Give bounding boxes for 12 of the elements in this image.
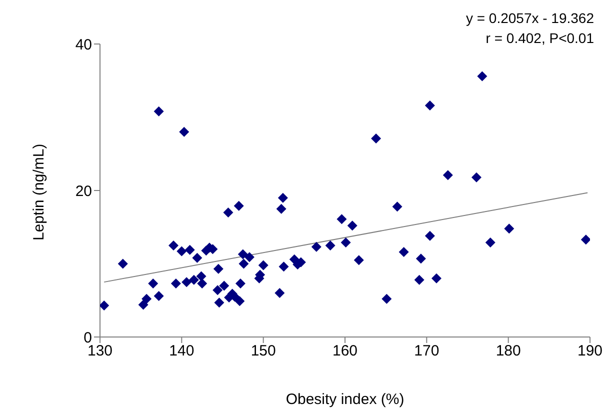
- x-tick-label: 140: [169, 342, 194, 360]
- y-tick-label: 20: [75, 182, 92, 200]
- y-axis-title: Leptin (ng/mL): [30, 144, 48, 240]
- x-tick-label: 160: [332, 342, 358, 360]
- x-tick-label: 180: [496, 342, 521, 360]
- y-tick-label: 40: [75, 36, 92, 54]
- x-tick-label: 170: [414, 342, 440, 360]
- annotation: r = 0.402, P<0.01: [484, 29, 594, 48]
- x-axis-title: Obesity index (%): [286, 391, 404, 408]
- x-tick-label: 190: [577, 342, 603, 360]
- x-tick-label: 150: [250, 342, 276, 360]
- text: y = 0.2057x - 19.362: [466, 9, 594, 28]
